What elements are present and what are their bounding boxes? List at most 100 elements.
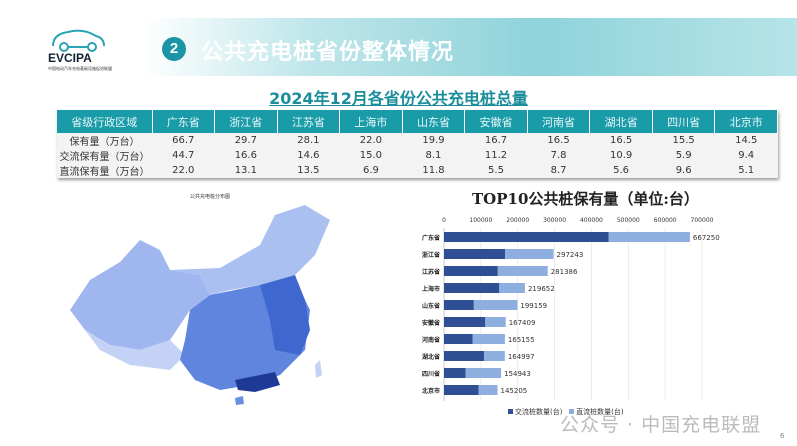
legend-ac: 交流桩数量(台) bbox=[515, 408, 563, 416]
category-label: 四川省 bbox=[422, 370, 440, 378]
table-header: 河南省 bbox=[527, 110, 591, 133]
legend-swatch-ac bbox=[508, 409, 513, 414]
logo-text: EVCIPA bbox=[48, 51, 92, 65]
table-cell: 15.0 bbox=[339, 148, 403, 163]
table-cell: 5.9 bbox=[652, 148, 715, 163]
table-header: 省级行政区域 bbox=[57, 110, 153, 133]
table-row: 交流保有量（万台） 44.7 16.6 14.6 15.0 8.1 11.2 7.8 10.9 5… bbox=[57, 148, 778, 163]
table-cell: 16.5 bbox=[589, 133, 653, 148]
table-cell: 29.7 bbox=[214, 133, 278, 148]
watermark: 公众号 · 中国充电联盟 bbox=[560, 414, 762, 436]
x-tick-label: 100000 bbox=[469, 217, 492, 224]
table-header: 浙江省 bbox=[214, 110, 278, 133]
table-header: 江苏省 bbox=[277, 110, 341, 133]
table-cell: 11.2 bbox=[464, 148, 528, 163]
table-cell: 5.1 bbox=[714, 163, 778, 178]
category-label: 河南省 bbox=[422, 336, 440, 344]
table-cell: 22.0 bbox=[339, 133, 403, 148]
category-label: 广东省 bbox=[422, 234, 440, 242]
map-region-taiwan bbox=[315, 360, 322, 378]
row-label: 交流保有量（万台） bbox=[57, 148, 152, 163]
bar-segment-dc bbox=[608, 232, 690, 242]
table-cell: 66.7 bbox=[152, 133, 215, 148]
evcipa-logo: EVCIPA 中国电动汽车充电基础设施促进联盟 bbox=[48, 26, 138, 76]
table-cell: 6.9 bbox=[339, 163, 403, 178]
bar-segment-ac bbox=[444, 385, 479, 395]
table-cell: 5.5 bbox=[464, 163, 528, 178]
data-label: 297243 bbox=[557, 251, 584, 259]
data-label: 165155 bbox=[508, 336, 535, 344]
category-label: 湖北省 bbox=[422, 353, 440, 361]
data-label: 667250 bbox=[693, 234, 720, 242]
legend-dc: 直流桩数量(台) bbox=[576, 408, 624, 416]
table-header: 广东省 bbox=[152, 110, 216, 133]
row-label: 保有量（万台） bbox=[57, 133, 152, 148]
table-cell: 44.7 bbox=[152, 148, 215, 163]
map-region-tibet bbox=[85, 330, 185, 370]
table-cell: 9.4 bbox=[714, 148, 778, 163]
table-cell: 14.6 bbox=[277, 148, 340, 163]
bar-segment-ac bbox=[444, 351, 485, 361]
data-label: 219652 bbox=[528, 285, 555, 293]
bar-segment-ac bbox=[444, 283, 500, 293]
logo-subtitle: 中国电动汽车充电基础设施促进联盟 bbox=[48, 66, 112, 71]
map-region-guangdong bbox=[235, 372, 280, 392]
table-cell: 13.1 bbox=[214, 163, 278, 178]
row-label: 直流保有量（万台） bbox=[57, 163, 152, 178]
table-cell: 22.0 bbox=[152, 163, 215, 178]
table-cell: 13.5 bbox=[277, 163, 340, 178]
map-title: 公共充电桩分布图 bbox=[190, 194, 231, 200]
x-tick-label: 500000 bbox=[617, 217, 640, 224]
bar-segment-dc bbox=[505, 249, 554, 259]
table-cell: 8.7 bbox=[527, 163, 590, 178]
bar-segment-dc bbox=[485, 317, 506, 327]
table-cell: 16.7 bbox=[464, 133, 528, 148]
table-header: 山东省 bbox=[402, 110, 466, 133]
x-tick-label: 700000 bbox=[691, 217, 714, 224]
table-cell: 16.5 bbox=[527, 133, 590, 148]
bar-segment-dc bbox=[499, 283, 525, 293]
page-title: 公共充电桩省份整体情况 bbox=[201, 40, 455, 65]
map-region-west bbox=[70, 240, 210, 350]
data-label: 167409 bbox=[509, 319, 536, 327]
table-header: 湖北省 bbox=[589, 110, 653, 133]
section-number: 2 bbox=[162, 37, 186, 61]
bar-segment-ac bbox=[444, 300, 474, 310]
data-label: 145205 bbox=[501, 387, 528, 395]
bar-segment-dc bbox=[497, 266, 548, 276]
table-cell: 8.1 bbox=[402, 148, 465, 163]
table-cell: 14.5 bbox=[714, 133, 778, 148]
x-tick-label: 200000 bbox=[506, 217, 529, 224]
table-row: 保有量（万台） 66.7 29.7 28.1 22.0 19.9 16.7 16.5 16.5 1… bbox=[57, 133, 778, 148]
category-label: 江苏省 bbox=[422, 268, 440, 276]
category-label: 北京市 bbox=[422, 387, 440, 395]
category-label: 浙江省 bbox=[422, 251, 440, 259]
page-number: 6 bbox=[780, 432, 785, 440]
map-region-north bbox=[170, 205, 330, 295]
table-header: 上海市 bbox=[339, 110, 403, 133]
table-row: 直流保有量（万台） 22.0 13.1 13.5 6.9 11.8 5.5 8.7 5.6 9.6… bbox=[57, 163, 778, 178]
table-title: 2024年12月各省份公共充电桩总量 bbox=[269, 89, 528, 108]
legend-swatch-dc bbox=[569, 409, 575, 414]
car-logo-icon bbox=[52, 29, 105, 52]
table-cell: 9.6 bbox=[652, 163, 715, 178]
table-cell: 19.9 bbox=[402, 133, 465, 148]
bar-segment-dc bbox=[472, 334, 505, 344]
bar-segment-ac bbox=[444, 232, 609, 242]
bar-segment-ac bbox=[444, 266, 498, 276]
map-region-hainan bbox=[235, 396, 244, 405]
province-table: 省级行政区域 广东省 浙江省 江苏省 上海市 山东省 安徽省 河南省 湖北省 四川省 北京市 保有量… bbox=[57, 110, 778, 178]
bar-segment-ac bbox=[444, 368, 466, 378]
header-band bbox=[145, 18, 797, 76]
bar-segment-dc bbox=[484, 351, 505, 361]
category-label: 安徽省 bbox=[422, 319, 440, 327]
table-cell: 7.8 bbox=[527, 148, 590, 163]
table-header: 安徽省 bbox=[464, 110, 528, 133]
chart-legend: 交流桩数量(台) 直流桩数量(台) bbox=[508, 407, 624, 417]
map-region-east bbox=[260, 275, 310, 355]
x-tick-label: 300000 bbox=[543, 217, 566, 224]
bar-segment-ac bbox=[444, 334, 473, 344]
table-header: 北京市 bbox=[714, 110, 778, 133]
china-map bbox=[70, 205, 330, 405]
